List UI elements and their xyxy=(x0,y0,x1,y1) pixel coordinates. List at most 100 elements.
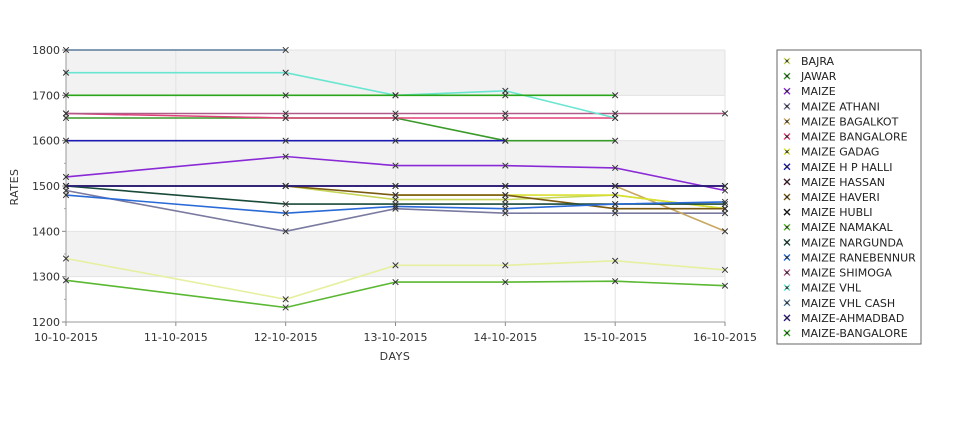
data-point xyxy=(502,191,509,199)
series-line xyxy=(65,189,725,233)
legend-marker-inner xyxy=(785,74,789,78)
legend-marker-inner xyxy=(785,316,789,320)
legend-marker-inner xyxy=(785,104,789,109)
data-point xyxy=(721,228,729,235)
legend-marker-inner xyxy=(785,300,789,305)
data-point xyxy=(62,182,70,190)
x-tick-label: 11-10-2015 xyxy=(144,331,208,344)
data-point xyxy=(62,173,70,181)
legend-item-label[interactable]: MAIZE GADAG xyxy=(801,146,879,159)
data-point xyxy=(62,191,70,199)
legend-item-label[interactable]: MAIZE-AHMADBAD xyxy=(801,312,904,325)
legend-item-label[interactable]: MAIZE NARGUNDA xyxy=(801,236,904,249)
x-axis-title: DAYS xyxy=(380,350,411,363)
data-point xyxy=(502,278,509,286)
legend-marker-inner xyxy=(785,210,789,214)
legend-item-label[interactable]: MAIZE RANEBENNUR xyxy=(801,251,916,264)
x-tick-label: 15-10-2015 xyxy=(583,331,647,344)
data-point xyxy=(62,277,70,284)
data-point xyxy=(392,200,399,208)
data-point xyxy=(282,182,289,190)
data-point xyxy=(62,187,70,194)
y-tick-label: 1700 xyxy=(32,89,60,102)
legend-item-label[interactable]: MAIZE-BANGALORE xyxy=(801,327,908,340)
data-point xyxy=(282,200,289,208)
data-point xyxy=(392,196,399,203)
data-point xyxy=(392,92,399,99)
series-markers xyxy=(62,46,729,311)
data-point xyxy=(612,200,619,208)
legend-marker-inner xyxy=(785,331,789,335)
data-point xyxy=(282,114,289,122)
data-point xyxy=(502,196,509,203)
legend-item-label[interactable]: MAIZE NAMAKAL xyxy=(801,221,894,234)
legend-item-label[interactable]: MAIZE HUBLI xyxy=(801,206,872,219)
legend-item-label[interactable]: MAIZE SHIMOGA xyxy=(801,267,892,280)
data-point xyxy=(502,182,509,190)
legend-marker-inner xyxy=(785,270,789,275)
legend-item-label[interactable]: MAIZE BANGALORE xyxy=(801,131,908,144)
data-point xyxy=(612,210,619,217)
data-point xyxy=(502,210,509,217)
x-tick-label: 16-10-2015 xyxy=(693,331,757,344)
legend-marker-inner xyxy=(785,149,789,154)
data-point xyxy=(392,137,399,144)
data-point xyxy=(721,266,729,274)
legend-marker-inner xyxy=(785,59,789,63)
data-point xyxy=(392,203,399,210)
series-line xyxy=(65,155,726,192)
legend-item-label[interactable]: MAIZE ATHANI xyxy=(801,100,880,113)
data-point xyxy=(721,210,729,217)
y-axis-title: RATES xyxy=(8,168,21,205)
legend-item-label[interactable]: MAIZE xyxy=(801,85,836,98)
legend-marker-inner xyxy=(785,164,789,169)
legend-marker-inner xyxy=(785,119,789,124)
data-point xyxy=(612,257,619,264)
data-point xyxy=(502,87,509,94)
series-line xyxy=(65,257,726,301)
data-point xyxy=(392,114,399,122)
series-line xyxy=(65,279,726,309)
legend-item-label[interactable]: MAIZE VHL CASH xyxy=(801,297,895,310)
data-point xyxy=(502,110,509,117)
data-point xyxy=(282,228,289,235)
legend-item-label[interactable]: BAJRA xyxy=(801,55,835,68)
legend-item-label[interactable]: MAIZE BAGALKOT xyxy=(801,115,899,128)
legend-marker-inner xyxy=(785,134,789,139)
data-point xyxy=(721,282,729,289)
legend-item-label[interactable]: MAIZE H P HALLI xyxy=(801,161,892,174)
data-point xyxy=(282,296,289,303)
legend[interactable]: BAJRA JAWAR MAIZE MAIZE ATHANI MAIZE BAGALKO… xyxy=(776,49,922,345)
data-point xyxy=(612,114,619,122)
data-point xyxy=(502,114,509,122)
legend-item-label[interactable]: JAWAR xyxy=(800,70,837,83)
data-point xyxy=(282,110,289,117)
legend-marker-inner xyxy=(785,180,789,184)
data-point xyxy=(62,137,70,144)
data-point xyxy=(62,92,70,99)
data-point xyxy=(721,110,729,117)
data-point xyxy=(62,69,70,76)
legend-item-label[interactable]: MAIZE HASSAN xyxy=(801,176,885,189)
legend-item-label[interactable]: MAIZE HAVERI xyxy=(801,191,880,204)
data-point xyxy=(612,110,619,117)
y-tick-label: 1600 xyxy=(32,135,60,148)
data-point xyxy=(612,164,619,172)
x-tick-label: 13-10-2015 xyxy=(364,331,428,344)
tick-labels: 1200 1300 1400 1500 1600 1700 1800 10-10-2015 11… xyxy=(32,44,757,344)
data-point xyxy=(282,153,289,160)
data-point xyxy=(392,182,399,190)
y-tick-label: 1200 xyxy=(32,316,60,329)
legend-item-label[interactable]: MAIZE VHL xyxy=(801,282,862,295)
data-point xyxy=(721,198,729,206)
y-tick-label: 1800 xyxy=(32,44,60,57)
legend-marker-inner xyxy=(785,195,789,199)
x-tick-label: 14-10-2015 xyxy=(473,331,537,344)
legend-marker-inner xyxy=(785,89,789,94)
data-point xyxy=(282,92,289,99)
data-point xyxy=(502,200,509,208)
data-point xyxy=(282,137,289,144)
y-tick-label: 1400 xyxy=(32,225,60,238)
y-tick-label: 1300 xyxy=(32,271,60,284)
